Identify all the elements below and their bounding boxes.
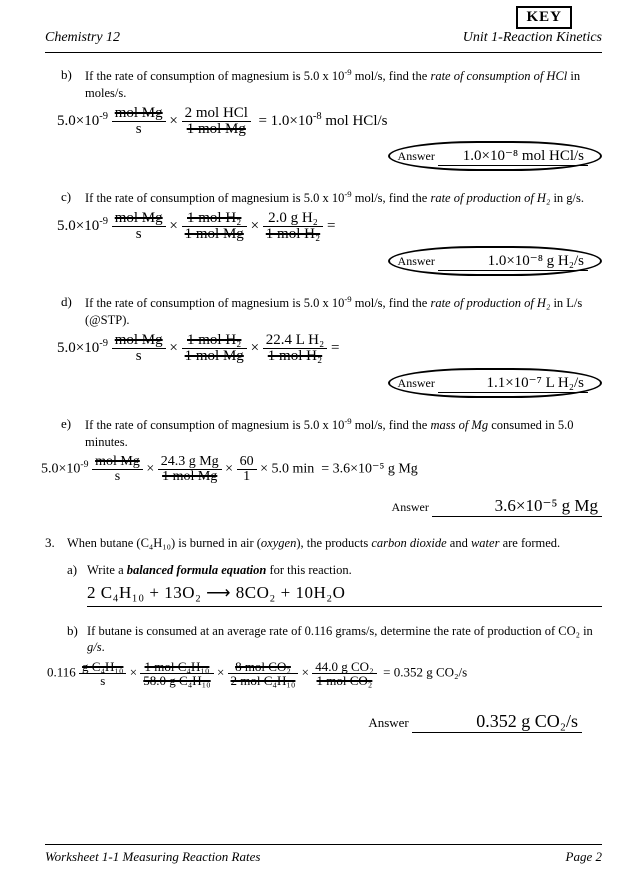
header-right: KEY Unit 1-Reaction Kinetics (463, 30, 602, 46)
key-box: KEY (516, 6, 572, 29)
q3b-question: If butane is consumed at an average rate… (87, 623, 602, 657)
problem-e-answer-row: Answer 3.6×10⁻⁵ g Mg (85, 496, 602, 517)
problem-e-label: e) (61, 416, 71, 432)
problem-c-work: 5.0×10-9 mol Mgs × 1 mol H₂1 mol Mg × 2.… (57, 211, 602, 242)
problem-d-answer-row: Answer 1.1×10⁻⁷ L H₂/s (85, 368, 602, 398)
page-header: Chemistry 12 KEY Unit 1-Reaction Kinetic… (45, 30, 602, 46)
problem-b-label: b) (61, 67, 72, 83)
problem-e-work: 5.0×10-9 mol Mgs × 24.3 g Mg1 mol Mg × 6… (41, 455, 602, 484)
problem-b-work: 5.0×10-9 mol Mgs × 2 mol HCl1 mol Mg = 1… (57, 106, 602, 137)
q3b-label: b) (67, 623, 78, 639)
problem-c-answer: 1.0×10⁻⁸ g H₂/s (438, 251, 588, 271)
q3b-answer-row: Answer 0.352 g CO₂/s (45, 711, 582, 733)
q3a-equation: 2 C₄H₁₀ + 13O₂ ⟶ 8CO₂ + 10H₂O (87, 583, 602, 607)
problem-e-answer: 3.6×10⁻⁵ g Mg (432, 496, 602, 517)
problem-c: c) If the rate of consumption of magnesi… (45, 189, 602, 276)
problem-c-question: If the rate of consumption of magnesium … (85, 189, 602, 207)
q3-part-b: b) If butane is consumed at an average r… (67, 623, 602, 688)
problem-d-label: d) (61, 294, 72, 310)
page-footer: Worksheet 1-1 Measuring Reaction Rates P… (45, 844, 602, 865)
problem-d-question: If the rate of consumption of magnesium … (85, 294, 602, 329)
q3-text: When butane (C₄H₁₀) is burned in air (ox… (67, 535, 602, 552)
problem-b-question: If the rate of consumption of magnesium … (85, 67, 602, 102)
problem-e-question: If the rate of consumption of magnesium … (85, 416, 602, 451)
header-rule (45, 52, 602, 53)
q3b-work: 0.116 g C₄H₁₀s × 1 mol C₄H₁₀58.0 g C₄H₁₀… (47, 660, 602, 687)
problem-d-work: 5.0×10-9 mol Mgs × 1 mol H₂1 mol Mg × 22… (57, 333, 602, 364)
problem-c-answer-row: Answer 1.0×10⁻⁸ g H₂/s (85, 246, 602, 276)
q3-part-a: a) Write a balanced formula equation for… (67, 562, 602, 607)
problem-b: b) If the rate of consumption of magnesi… (45, 67, 602, 171)
footer-right: Page 2 (566, 849, 602, 865)
problem-d-answer: 1.1×10⁻⁷ L H₂/s (438, 373, 588, 393)
q3a-label: a) (67, 562, 77, 578)
problem-c-label: c) (61, 189, 71, 205)
header-left: Chemistry 12 (45, 30, 120, 46)
problem-d: d) If the rate of consumption of magnesi… (45, 294, 602, 398)
problem-b-answer-row: Answer 1.0×10⁻⁸ mol HCl/s (85, 141, 602, 171)
footer-left: Worksheet 1-1 Measuring Reaction Rates (45, 849, 260, 865)
problem-e: e) If the rate of consumption of magnesi… (45, 416, 602, 517)
q3b-answer: 0.352 g CO₂/s (412, 711, 582, 733)
q3a-question: Write a balanced formula equation for th… (87, 562, 602, 579)
q3-number: 3. (45, 535, 55, 551)
question-3: 3. When butane (C₄H₁₀) is burned in air … (45, 535, 602, 688)
header-right-text: Unit 1-Reaction Kinetics (463, 30, 602, 45)
problem-b-answer: 1.0×10⁻⁸ mol HCl/s (438, 146, 588, 166)
